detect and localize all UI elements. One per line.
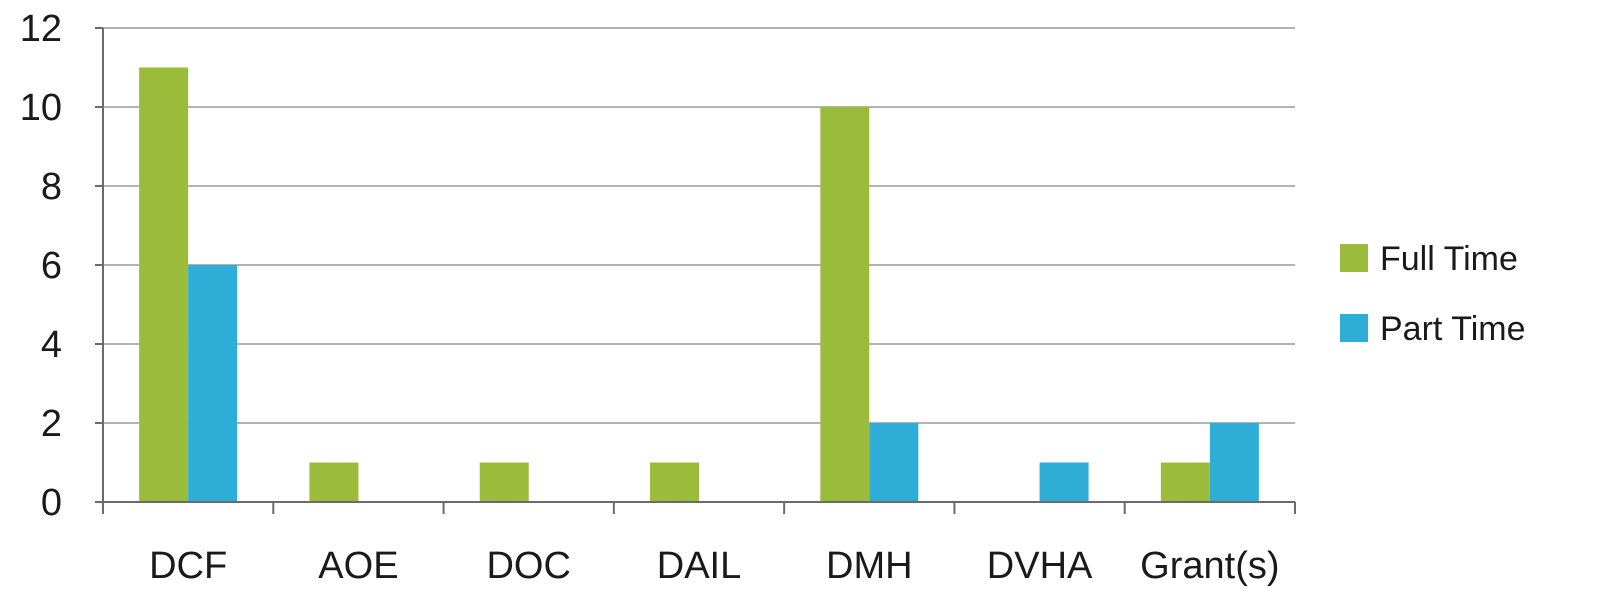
bar-full-time — [820, 107, 870, 502]
bar-full-time — [479, 462, 529, 502]
legend-swatch — [1340, 314, 1368, 342]
bar-full-time — [139, 67, 189, 502]
x-tick-label: DOC — [486, 545, 570, 587]
x-tick-label: AOE — [318, 545, 398, 587]
legend: Full Time Part Time — [1340, 240, 1525, 348]
x-tick-label: DMH — [826, 545, 913, 587]
bar-full-time — [650, 462, 699, 502]
bar-part-time — [1209, 423, 1259, 502]
bar-full-time — [1160, 462, 1210, 502]
bars — [139, 67, 1259, 502]
legend-swatch — [1340, 244, 1368, 272]
x-tick-label: DCF — [149, 545, 227, 587]
y-tick-label: 10 — [20, 87, 62, 129]
y-tick-label: 0 — [41, 482, 62, 524]
y-tick-label: 8 — [41, 166, 62, 208]
bar-full-time — [309, 462, 359, 502]
x-tick-label: DVHA — [987, 545, 1093, 587]
legend-label: Full Time — [1380, 240, 1518, 278]
legend-label: Part Time — [1380, 310, 1525, 348]
x-tick-label: DAIL — [657, 545, 741, 587]
bar-part-time — [1039, 462, 1089, 502]
gridlines — [103, 27, 1295, 424]
y-tick-label: 2 — [41, 403, 62, 445]
bar-part-time — [869, 423, 919, 502]
y-tick-label: 12 — [20, 8, 62, 50]
y-tick-label: 6 — [41, 245, 62, 287]
bar-part-time — [188, 265, 238, 502]
y-tick-label: 4 — [41, 324, 62, 366]
x-tick-label: Grant(s) — [1140, 545, 1279, 587]
axes: 0 2 4 6 8 10 12 DCF AOE DOC DAIL DMH DVHA Grant(s) — [20, 8, 1296, 587]
